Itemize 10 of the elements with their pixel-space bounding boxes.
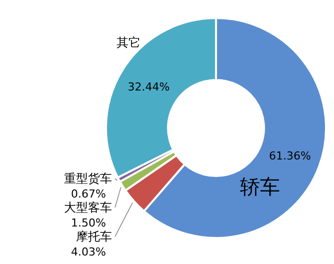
slice-label: 大型客车: [64, 200, 112, 215]
data-label: 4.03%: [71, 246, 106, 259]
slice-label: 重型货车: [64, 172, 112, 186]
slice-label: 摩托车: [76, 230, 112, 244]
data-label: 1.50%: [71, 216, 106, 230]
data-label: 0.67%: [71, 188, 106, 201]
data-label: 32.44%: [128, 80, 170, 94]
slice-label: 轿车: [240, 174, 280, 199]
data-label: 61.36%: [269, 150, 311, 163]
slice-label: 其它: [116, 36, 141, 50]
